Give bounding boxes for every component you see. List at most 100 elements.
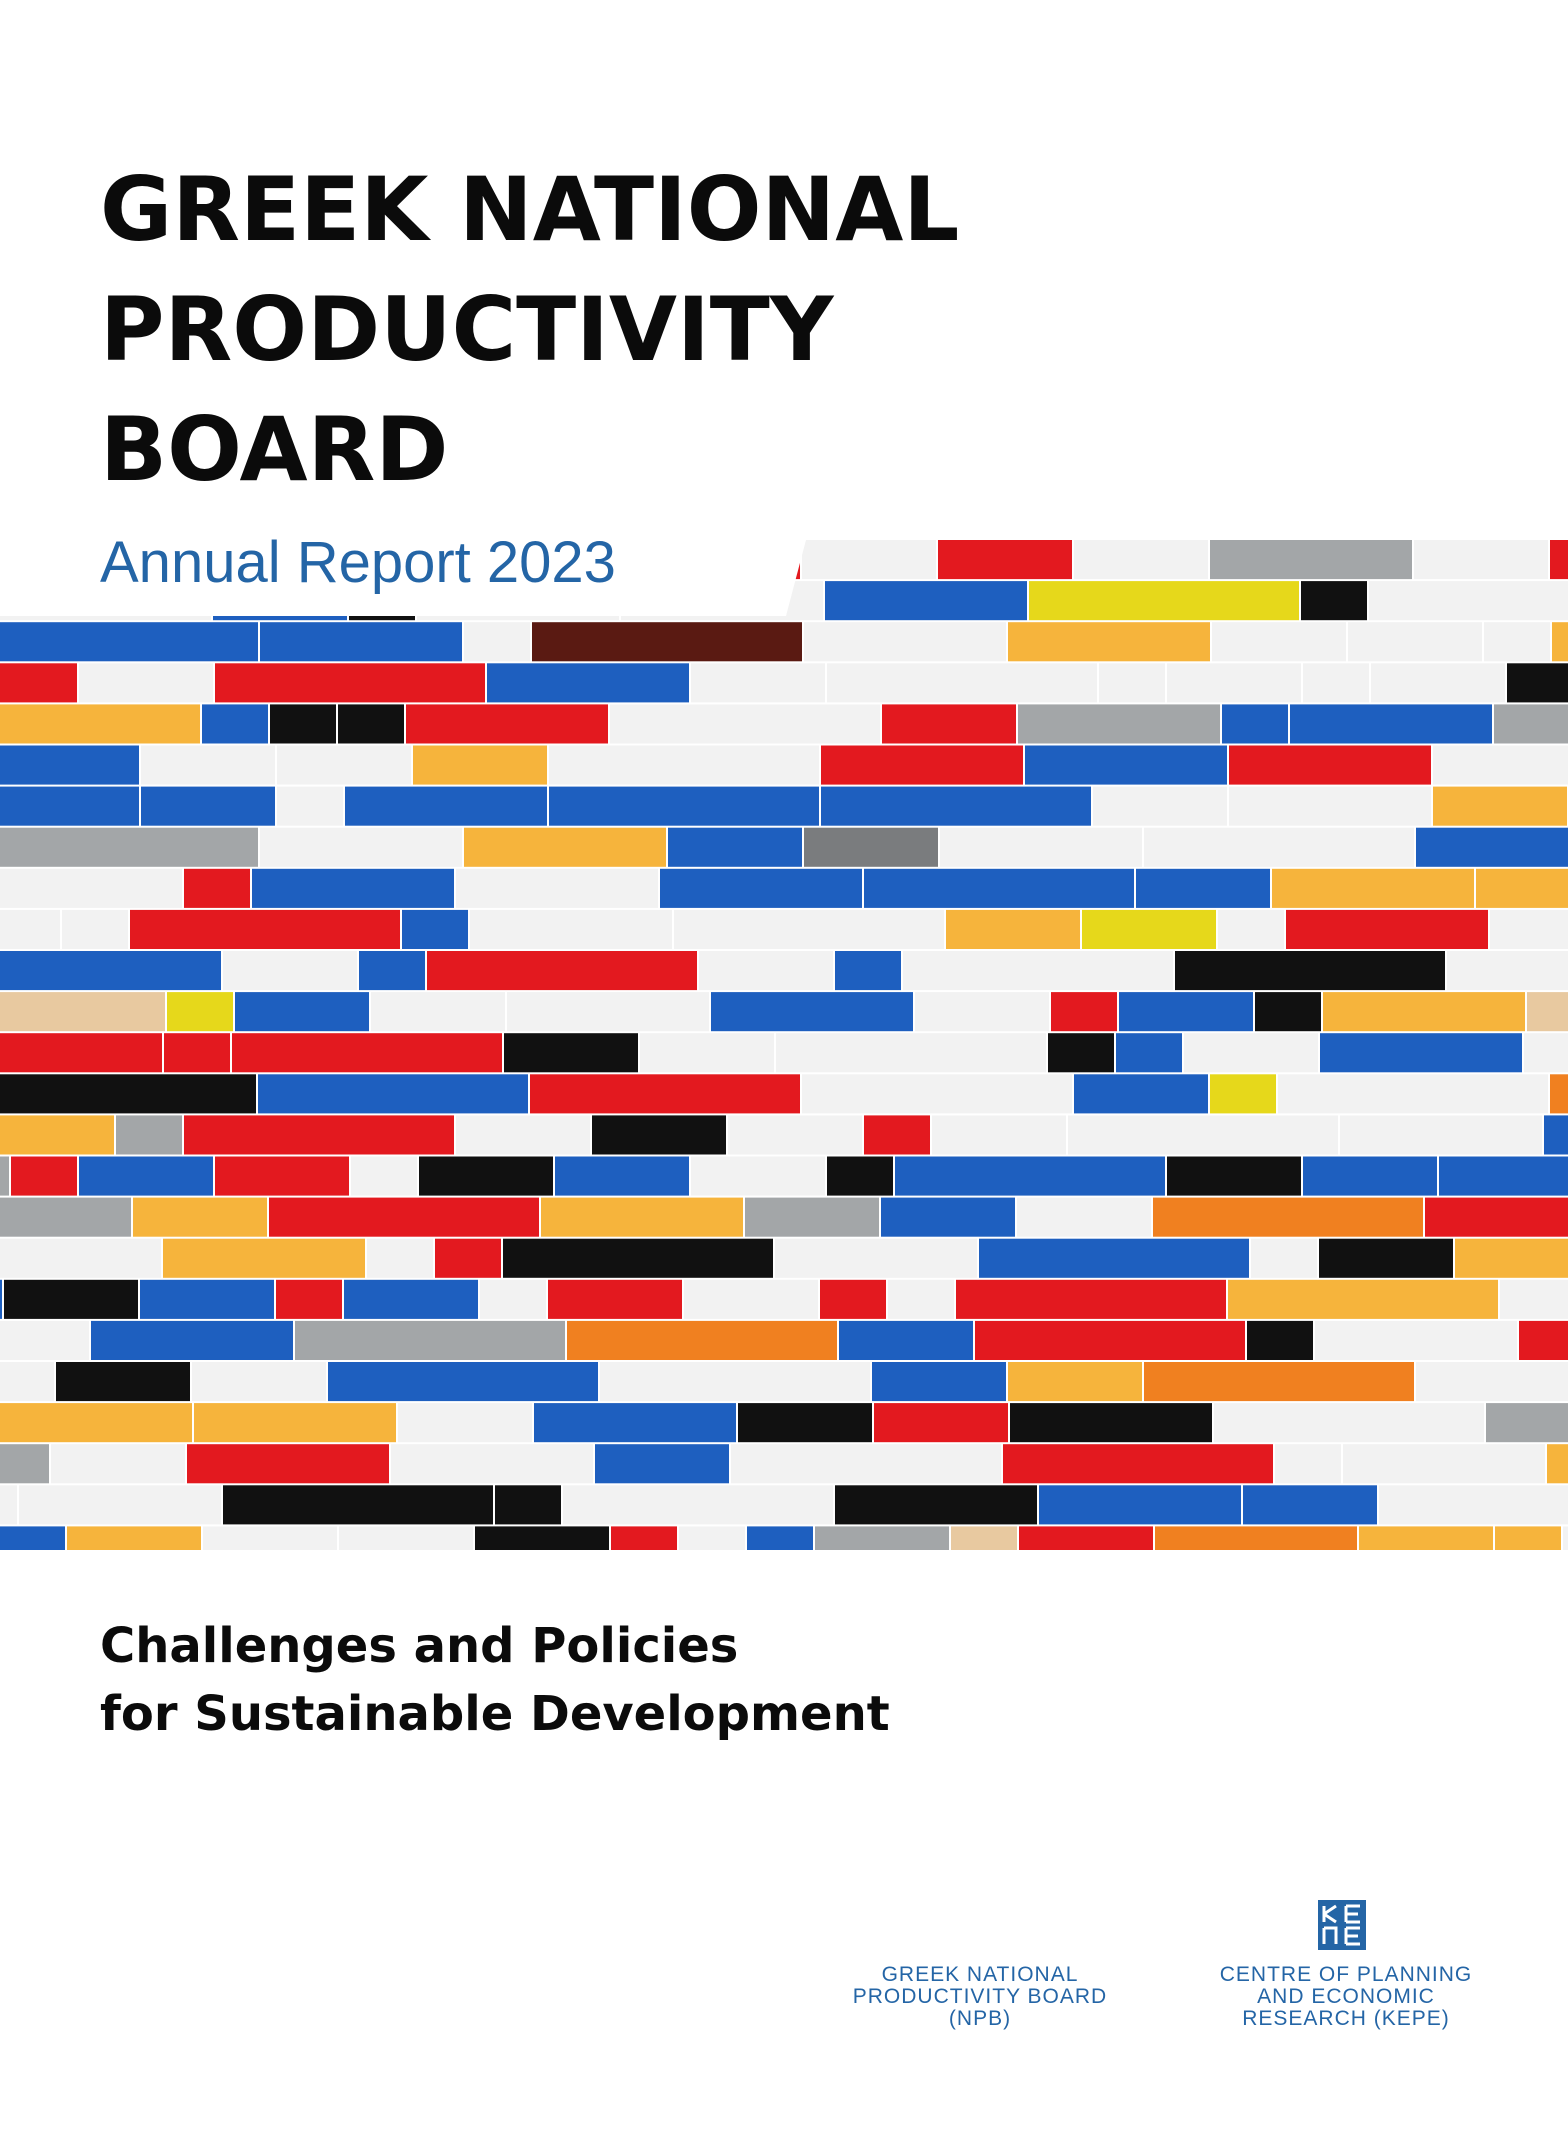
- mosaic-brick: [940, 827, 1142, 867]
- mosaic-brick: [541, 1197, 743, 1237]
- mosaic-brick: [464, 827, 666, 867]
- mosaic-brick: [1167, 663, 1301, 703]
- mosaic-brick: [0, 1403, 192, 1443]
- mosaic-brick: [1167, 1156, 1301, 1196]
- kepe-organization-label: CENTRE OF PLANNING AND ECONOMIC RESEARCH…: [1186, 1964, 1506, 2030]
- mosaic-brick: [1008, 622, 1210, 662]
- mosaic-brick: [1082, 909, 1216, 949]
- mosaic-brick: [406, 704, 608, 744]
- mosaic-brick: [79, 663, 213, 703]
- mosaic-brick: [339, 1526, 473, 1550]
- mosaic-brick: [1416, 827, 1568, 867]
- mosaic-brick: [530, 1074, 800, 1114]
- mosaic-brick: [882, 704, 1016, 744]
- mosaic-brick: [232, 1033, 502, 1073]
- mosaic-brick: [1074, 540, 1208, 580]
- mosaic-brick: [276, 1279, 342, 1319]
- mosaic-brick: [776, 1033, 1046, 1073]
- mosaic-brick: [51, 1444, 185, 1484]
- mosaic-brick: [839, 1320, 973, 1360]
- mosaic-brick: [804, 827, 938, 867]
- mosaic-brick: [56, 1362, 190, 1402]
- mosaic-brick: [277, 745, 411, 785]
- mosaic-brick: [495, 1485, 561, 1525]
- mosaic-brick: [269, 1197, 539, 1237]
- mosaic-brick: [1524, 1033, 1568, 1073]
- mosaic-brick: [747, 1526, 813, 1550]
- mosaic-brick: [184, 1115, 454, 1155]
- kepe-line-1: CENTRE OF PLANNING: [1219, 1963, 1473, 1986]
- mosaic-brick: [1552, 622, 1568, 662]
- mosaic-brick: [534, 1403, 736, 1443]
- mosaic-brick: [563, 1485, 833, 1525]
- mosaic-brick: [595, 1444, 729, 1484]
- mosaic-brick: [532, 622, 802, 662]
- mosaic-brick: [19, 1485, 221, 1525]
- mosaic-brick: [62, 909, 128, 949]
- mosaic-brick: [1051, 992, 1117, 1032]
- mosaic-brick: [1379, 1485, 1568, 1525]
- mosaic-brick: [821, 745, 1023, 785]
- mosaic-brick: [1563, 1526, 1568, 1550]
- mosaic-brick: [184, 868, 250, 908]
- mosaic-brick: [1048, 1033, 1114, 1073]
- mosaic-brick: [610, 704, 880, 744]
- mosaic-brick: [1243, 1485, 1377, 1525]
- mosaic-brick: [555, 1156, 689, 1196]
- mosaic-brick: [1153, 1197, 1423, 1237]
- mosaic-brick: [1544, 1115, 1568, 1155]
- mosaic-brick: [0, 622, 258, 662]
- mosaic-brick: [456, 1115, 590, 1155]
- mosaic-brick: [0, 1320, 89, 1360]
- mosaic-brick: [827, 663, 1097, 703]
- mosaic-brick: [359, 951, 425, 991]
- mosaic-brick: [194, 1403, 396, 1443]
- mosaic-brick: [1547, 1444, 1568, 1484]
- mosaic-brick: [1144, 1362, 1414, 1402]
- mosaic-brick: [487, 663, 689, 703]
- mosaic-brick: [79, 1156, 213, 1196]
- mosaic-brick: [903, 951, 1173, 991]
- mosaic-brick: [1247, 1320, 1313, 1360]
- mosaic-brick: [270, 704, 336, 744]
- mosaic-brick: [640, 1033, 774, 1073]
- mosaic-brick: [738, 1403, 872, 1443]
- mosaic-brick: [1319, 1238, 1453, 1278]
- mosaic-brick: [1359, 1526, 1493, 1550]
- mosaic-brick: [140, 1279, 274, 1319]
- mosaic-brick: [802, 540, 936, 580]
- mosaic-brick: [592, 1115, 726, 1155]
- mosaic-brick: [1272, 868, 1474, 908]
- mosaic-brick: [235, 992, 369, 1032]
- mosaic-brick: [413, 745, 547, 785]
- mosaic-brick: [1175, 951, 1445, 991]
- mosaic-brick: [895, 1156, 1165, 1196]
- mosaic-brick: [691, 663, 825, 703]
- mosaic-brick: [0, 1444, 49, 1484]
- mosaic-brick: [338, 704, 404, 744]
- mosaic-brick: [1476, 868, 1568, 908]
- mosaic-brick: [915, 992, 1049, 1032]
- mosaic-brick: [295, 1320, 565, 1360]
- mosaic-brick: [0, 786, 139, 826]
- mosaic-brick: [1484, 622, 1550, 662]
- brick-mosaic-image: [0, 540, 1568, 1550]
- mosaic-brick: [728, 1115, 862, 1155]
- mosaic-brick: [1251, 1238, 1317, 1278]
- mosaic-brick: [1433, 786, 1567, 826]
- mosaic-brick: [0, 745, 139, 785]
- mosaic-brick: [130, 909, 400, 949]
- mosaic-brick: [11, 1156, 77, 1196]
- mosaic-brick: [258, 1074, 528, 1114]
- mosaic-brick: [1486, 1403, 1568, 1443]
- mosaic-brick: [938, 540, 1072, 580]
- mosaic-brick: [835, 951, 901, 991]
- mosaic-brick: [0, 1485, 17, 1525]
- mosaic-brick: [946, 909, 1080, 949]
- mosaic-brick: [804, 622, 1006, 662]
- subtitle-line-2: for Sustainable Development: [100, 1686, 890, 1742]
- mosaic-brick: [1455, 1238, 1568, 1278]
- mosaic-brick: [0, 992, 165, 1032]
- mosaic-brick: [1416, 1362, 1568, 1402]
- mosaic-brick: [1507, 663, 1568, 703]
